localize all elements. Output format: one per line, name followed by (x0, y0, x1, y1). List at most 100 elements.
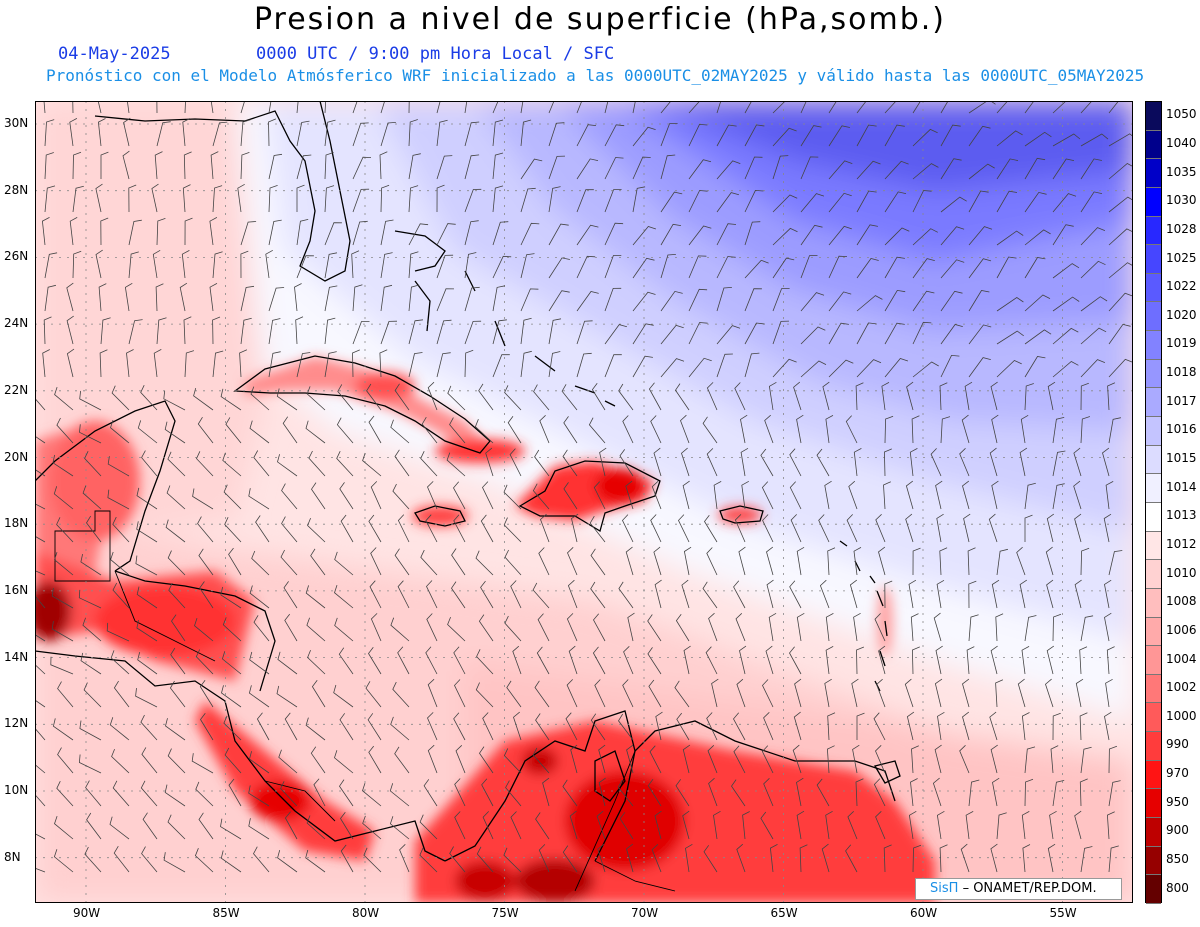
wind-barb (141, 450, 158, 477)
wind-barb (1024, 514, 1033, 542)
wind-barb (1073, 447, 1082, 477)
wind-barb (1102, 447, 1110, 477)
wind-barb (561, 384, 578, 411)
wind-barb (84, 451, 102, 477)
wind-barb (280, 549, 298, 576)
wind-barb (53, 849, 74, 873)
wind-barb (875, 745, 886, 774)
wind-barb (165, 718, 186, 741)
wind-barb (660, 223, 682, 246)
wind-barb (789, 448, 802, 477)
wind-barb (968, 258, 992, 279)
wind-barb (1080, 260, 1106, 279)
wind-barb (156, 218, 166, 246)
wind-barb (1080, 615, 1094, 642)
wind-barb (626, 843, 634, 873)
wind-barb (184, 217, 193, 246)
wind-barb (284, 613, 298, 642)
wind-barb (1103, 513, 1112, 543)
wind-barb (548, 318, 562, 345)
wind-barb (534, 449, 550, 477)
wind-barb (436, 184, 445, 213)
wind-barb (110, 419, 130, 444)
wind-barb (35, 397, 46, 411)
wind-barb (306, 617, 326, 642)
wind-barb (296, 120, 310, 147)
wind-barb (996, 256, 1017, 279)
wind-barb (1024, 746, 1036, 774)
wind-barb (277, 651, 298, 675)
wind-barb (734, 382, 746, 411)
wind-barb (959, 745, 970, 774)
wind-barb (268, 153, 283, 180)
wind-barb (306, 815, 326, 840)
wind-barb (1052, 450, 1066, 477)
longitude-label: 85W (212, 906, 240, 920)
colorbar-label: 1019 (1166, 336, 1197, 351)
wind-barb (248, 488, 270, 510)
wind-barb (654, 810, 662, 840)
wind-barb (311, 482, 326, 510)
colorbar-swatch (1146, 617, 1161, 647)
wind-barb (539, 415, 550, 444)
wind-barb (476, 846, 494, 873)
wind-barb (963, 513, 971, 543)
wind-barb (436, 319, 452, 345)
wind-barb (1105, 678, 1113, 708)
wind-barb (1016, 546, 1026, 576)
wind-barb (482, 712, 494, 741)
wind-barb (295, 316, 304, 345)
wind-barb (370, 481, 382, 510)
wind-barb (209, 217, 218, 246)
wind-barb (509, 448, 522, 477)
wind-barb (960, 843, 970, 873)
wind-barb (740, 447, 749, 477)
forecast-date: 04-May-2025 (58, 44, 171, 64)
wind-barb (828, 322, 849, 345)
wind-barb (420, 549, 438, 576)
wind-barb (625, 480, 634, 510)
colorbar-label: 1028 (1166, 221, 1197, 236)
wind-barb (135, 555, 158, 576)
wind-barb (912, 321, 932, 345)
wind-barb (56, 781, 74, 807)
wind-barb (651, 480, 662, 510)
wind-barb (996, 360, 1022, 378)
wind-barb (828, 101, 838, 114)
wind-barb (128, 219, 142, 246)
wind-barb (883, 448, 892, 477)
colorbar-swatch (1146, 588, 1161, 618)
wind-barb (800, 326, 826, 345)
colorbar-swatch (1146, 216, 1161, 246)
wind-barb (278, 749, 298, 774)
wind-barb (622, 679, 634, 708)
wind-barb (310, 548, 326, 576)
wind-barb (647, 614, 662, 642)
wind-barb (537, 613, 550, 642)
wind-barb (35, 634, 46, 642)
wind-barb (716, 287, 732, 312)
wind-barb (123, 117, 131, 147)
wind-barb (436, 101, 441, 114)
wind-barb (939, 844, 948, 873)
wind-barb (340, 811, 354, 840)
wind-barb (510, 580, 522, 609)
wind-barb (54, 551, 74, 576)
wind-barb (480, 580, 494, 609)
wind-barb (1052, 193, 1077, 213)
wind-barb (200, 712, 214, 741)
wind-barb (678, 514, 690, 543)
wind-barb (492, 185, 504, 213)
wind-barb (220, 818, 242, 840)
wind-barb (1052, 361, 1079, 378)
wind-barb (1080, 382, 1089, 411)
wind-barb (492, 255, 512, 279)
wind-barb (268, 185, 278, 213)
wind-barb (50, 656, 74, 675)
wind-barb (510, 811, 522, 840)
wind-barb (535, 713, 550, 741)
wind-barb (1024, 294, 1051, 312)
wind-barb (856, 359, 882, 378)
wind-barb (1052, 263, 1080, 279)
wind-barb (884, 580, 893, 609)
